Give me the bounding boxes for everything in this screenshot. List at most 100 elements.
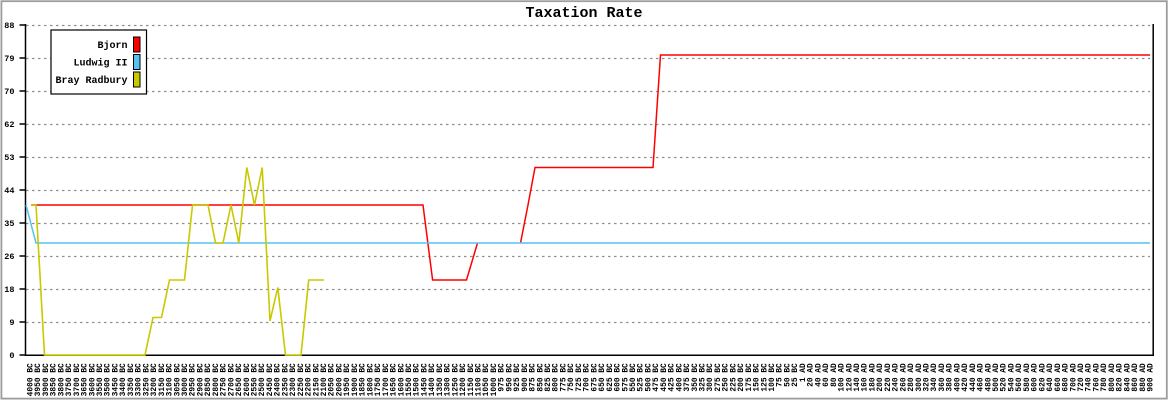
svg-text:18: 18 [4,285,14,295]
svg-text:20 AD: 20 AD [807,363,816,387]
svg-text:2600 BC: 2600 BC [243,363,252,396]
svg-text:1650 BC: 1650 BC [390,363,399,396]
svg-text:2350 BC: 2350 BC [281,363,290,396]
svg-text:70: 70 [4,87,14,97]
svg-text:2300 BC: 2300 BC [289,363,298,396]
svg-text:3650 BC: 3650 BC [81,363,90,396]
svg-text:3950 BC: 3950 BC [34,363,43,396]
svg-text:2750 BC: 2750 BC [220,363,229,396]
svg-text:700 AD: 700 AD [1069,363,1078,392]
svg-text:2650 BC: 2650 BC [235,363,244,396]
svg-text:650 BC: 650 BC [598,363,607,392]
svg-text:Bjorn: Bjorn [97,40,127,52]
svg-text:150 BC: 150 BC [753,363,762,392]
svg-text:225 BC: 225 BC [729,363,738,392]
svg-text:525 BC: 525 BC [637,363,646,392]
svg-text:1750 BC: 1750 BC [374,363,383,396]
svg-text:275 BC: 275 BC [714,363,723,392]
svg-text:780 AD: 780 AD [1100,363,1109,392]
svg-text:840 AD: 840 AD [1123,363,1132,392]
svg-text:325 BC: 325 BC [699,363,708,392]
svg-text:1850 BC: 1850 BC [359,363,368,396]
svg-text:200 AD: 200 AD [876,363,885,392]
svg-text:600 AD: 600 AD [1031,363,1040,392]
svg-text:580 AD: 580 AD [1023,363,1032,392]
svg-text:900 BC: 900 BC [521,363,530,392]
svg-text:25 BC: 25 BC [791,363,800,387]
svg-text:Taxation Rate: Taxation Rate [525,5,642,22]
svg-text:1200 BC: 1200 BC [459,363,468,396]
svg-text:3350 BC: 3350 BC [127,363,136,396]
svg-text:375 BC: 375 BC [683,363,692,392]
svg-text:3300 BC: 3300 BC [135,363,144,396]
svg-text:3250 BC: 3250 BC [142,363,151,396]
svg-text:2700 BC: 2700 BC [227,363,236,396]
svg-text:720 AD: 720 AD [1077,363,1086,392]
svg-text:3000 BC: 3000 BC [181,363,190,396]
svg-text:460 AD: 460 AD [977,363,986,392]
svg-text:220 AD: 220 AD [884,363,893,392]
svg-text:500 AD: 500 AD [992,363,1001,392]
svg-text:4000 BC: 4000 BC [27,363,36,396]
svg-text:120 AD: 120 AD [845,363,854,392]
svg-text:750 BC: 750 BC [567,363,576,392]
svg-text:180 AD: 180 AD [868,363,877,392]
svg-text:260 AD: 260 AD [899,363,908,392]
svg-text:1400 BC: 1400 BC [428,363,437,396]
svg-text:475 BC: 475 BC [652,363,661,392]
svg-text:26: 26 [4,252,14,262]
svg-text:2050 BC: 2050 BC [328,363,337,396]
svg-text:1700 BC: 1700 BC [382,363,391,396]
svg-text:2100 BC: 2100 BC [320,363,329,396]
svg-text:700 BC: 700 BC [583,363,592,392]
svg-text:88: 88 [4,21,14,31]
svg-text:2450 BC: 2450 BC [266,363,275,396]
svg-text:3550 BC: 3550 BC [96,363,105,396]
svg-text:140 AD: 140 AD [853,363,862,392]
svg-text:2550 BC: 2550 BC [251,363,260,396]
svg-text:3700 BC: 3700 BC [73,363,82,396]
svg-text:660 AD: 660 AD [1054,363,1063,392]
svg-text:2950 BC: 2950 BC [189,363,198,396]
svg-text:1 AD: 1 AD [799,363,808,382]
svg-text:53: 53 [4,153,14,163]
svg-text:1600 BC: 1600 BC [397,363,406,396]
svg-text:3600 BC: 3600 BC [88,363,97,396]
svg-text:400 BC: 400 BC [675,363,684,392]
svg-text:280 AD: 280 AD [907,363,916,392]
svg-text:560 AD: 560 AD [1015,363,1024,392]
svg-text:900 AD: 900 AD [1147,363,1156,392]
svg-text:1950 BC: 1950 BC [343,363,352,396]
svg-text:40 AD: 40 AD [814,363,823,387]
svg-text:825 BC: 825 BC [544,363,553,392]
svg-text:2800 BC: 2800 BC [212,363,221,396]
svg-text:9: 9 [9,318,14,328]
svg-text:540 AD: 540 AD [1008,363,1017,392]
svg-text:62: 62 [4,120,14,130]
svg-text:2900 BC: 2900 BC [196,363,205,396]
svg-text:Ludwig II: Ludwig II [73,58,127,70]
svg-text:850 BC: 850 BC [536,363,545,392]
svg-text:425 BC: 425 BC [668,363,677,392]
svg-text:50 BC: 50 BC [784,363,793,387]
svg-text:775 BC: 775 BC [560,363,569,392]
svg-text:2850 BC: 2850 BC [204,363,213,396]
svg-text:675 BC: 675 BC [590,363,599,392]
svg-text:3800 BC: 3800 BC [57,363,66,396]
svg-text:3150 BC: 3150 BC [158,363,167,396]
svg-text:3450 BC: 3450 BC [112,363,121,396]
svg-text:680 AD: 680 AD [1062,363,1071,392]
svg-text:2000 BC: 2000 BC [336,363,345,396]
svg-text:60 AD: 60 AD [822,363,831,387]
svg-text:100 BC: 100 BC [768,363,777,392]
svg-text:860 AD: 860 AD [1131,363,1140,392]
svg-text:950 BC: 950 BC [505,363,514,392]
svg-text:1300 BC: 1300 BC [444,363,453,396]
svg-text:1050 BC: 1050 BC [482,363,491,396]
svg-text:420 AD: 420 AD [961,363,970,392]
svg-text:3850 BC: 3850 BC [50,363,59,396]
svg-text:44: 44 [4,186,14,196]
svg-text:2200 BC: 2200 BC [305,363,314,396]
svg-text:2150 BC: 2150 BC [312,363,321,396]
svg-text:600 BC: 600 BC [614,363,623,392]
